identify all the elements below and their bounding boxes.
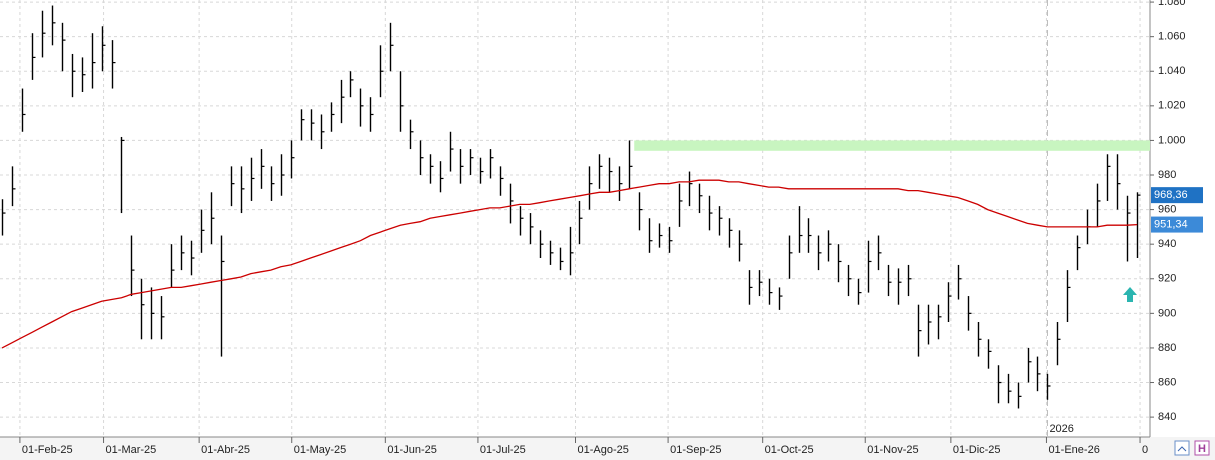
x-tick-label: 01-Jun-25 [387, 444, 437, 456]
x-tick-label: 01-May-25 [294, 444, 347, 456]
x-tick-label: 01-Ene-26 [1048, 444, 1099, 456]
x-tick-label: 01-Jul-25 [480, 444, 526, 456]
x-tick-label: 0 [1142, 444, 1148, 456]
y-tick-label: 1.020 [1158, 100, 1186, 112]
y-tick-label: 840 [1158, 411, 1176, 423]
y-tick-label: 860 [1158, 376, 1176, 388]
x-tick-label: 01-Feb-25 [22, 444, 73, 456]
y-tick-label: 1.040 [1158, 65, 1186, 77]
y-tick-label: 900 [1158, 307, 1176, 319]
y-tick-label: 940 [1158, 238, 1176, 250]
x-axis-band [0, 437, 1215, 460]
price-label: 968,36 [1154, 189, 1188, 201]
x-tick-label: 01-Dic-25 [953, 444, 1001, 456]
moving-average [1, 179, 1138, 349]
y-tick-label: 1.060 [1158, 31, 1186, 43]
h-icon: H [1198, 443, 1206, 455]
signal-arrow [1123, 287, 1137, 302]
y-tick-label: 1.080 [1158, 0, 1186, 8]
y-tick-label: 1.000 [1158, 134, 1186, 146]
zoom-button[interactable] [1174, 440, 1190, 456]
y-tick-label: 960 [1158, 204, 1176, 216]
price-label-box [1151, 187, 1203, 204]
x-tick-label: 01-Sep-25 [670, 444, 721, 456]
y-tick-label: 920 [1158, 273, 1176, 285]
resistance-zone [634, 140, 1150, 151]
zoom-icon [1177, 446, 1187, 452]
y-tick-label: 980 [1158, 169, 1176, 181]
x-tick-label: 01-Mar-25 [106, 444, 157, 456]
year-label: 2026 [1049, 423, 1073, 435]
x-tick-label: 01-Ago-25 [577, 444, 628, 456]
price-label-box [1151, 216, 1203, 233]
y-tick-label: 880 [1158, 342, 1176, 354]
price-label: 951,34 [1154, 218, 1188, 230]
x-tick-label: 01-Oct-25 [765, 444, 814, 456]
h-button[interactable] [1194, 440, 1210, 456]
x-tick-label: 01-Nov-25 [867, 444, 918, 456]
x-tick-label: 01-Abr-25 [201, 444, 250, 456]
